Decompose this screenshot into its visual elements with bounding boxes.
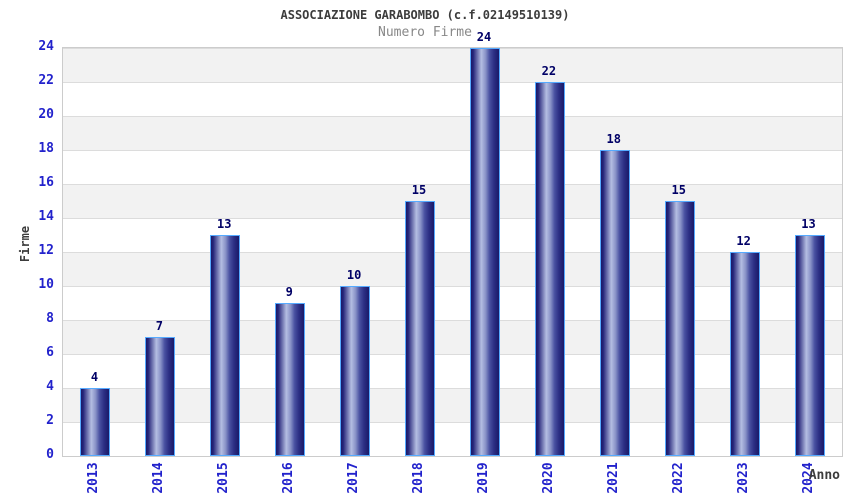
chart-title: ASSOCIAZIONE GARABOMBO (c.f.02149510139) — [280, 8, 570, 22]
bar-value-label-2017: 10 — [346, 268, 362, 282]
y-tick-10: 10 — [38, 277, 54, 292]
bar-value-label-2015: 13 — [217, 217, 232, 231]
bar-2013 — [80, 388, 111, 456]
bar-2018 — [405, 201, 436, 456]
x-tick-2019: 2019 — [475, 462, 491, 494]
y-tick-16: 16 — [38, 175, 54, 190]
bar-2015 — [210, 235, 241, 456]
bar-value-label-2014: 7 — [155, 319, 163, 333]
y-tick-4: 4 — [46, 379, 54, 394]
y-tick-2: 2 — [46, 413, 54, 428]
bar-2020 — [534, 82, 565, 456]
x-tick-2022: 2022 — [670, 462, 686, 494]
bar-value-label-2016: 9 — [285, 285, 293, 299]
bar-2014 — [145, 337, 176, 456]
plot-area — [62, 47, 843, 457]
bar-value-label-2023: 12 — [736, 234, 751, 248]
y-tick-0: 0 — [46, 447, 54, 462]
x-axis-title: Anno — [808, 468, 840, 483]
bar-value-label-2020: 22 — [541, 64, 557, 78]
y-tick-6: 6 — [46, 345, 54, 360]
y-tick-24: 24 — [38, 39, 54, 54]
x-tick-2017: 2017 — [346, 462, 362, 494]
x-tick-2021: 2021 — [605, 462, 621, 494]
bar-2016 — [275, 303, 306, 456]
x-tick-2014: 2014 — [151, 462, 167, 494]
y-tick-22: 22 — [38, 73, 54, 88]
chart-subtitle: Numero Firme — [378, 25, 472, 40]
x-tick-2018: 2018 — [411, 462, 427, 494]
bar-value-label-2019: 24 — [476, 30, 492, 44]
x-tick-2023: 2023 — [735, 462, 751, 494]
bar-value-label-2013: 4 — [90, 370, 99, 384]
bar-2022 — [664, 201, 695, 456]
bar-2017 — [340, 286, 371, 456]
y-tick-18: 18 — [38, 141, 54, 156]
bar-2023 — [729, 252, 760, 456]
x-tick-2016: 2016 — [281, 462, 297, 494]
y-tick-8: 8 — [46, 311, 54, 326]
bar-value-label-2018: 15 — [411, 183, 427, 197]
y-tick-14: 14 — [38, 209, 54, 224]
y-tick-12: 12 — [38, 243, 54, 258]
x-tick-2015: 2015 — [216, 462, 232, 494]
bar-2024 — [794, 235, 825, 456]
bar-2021 — [599, 150, 630, 456]
x-tick-2013: 2013 — [86, 462, 102, 494]
bar-value-label-2022: 15 — [671, 183, 686, 197]
bar-value-label-2024: 13 — [801, 217, 816, 231]
bar-value-label-2021: 18 — [606, 132, 621, 146]
y-tick-20: 20 — [38, 107, 54, 122]
x-tick-2020: 2020 — [540, 462, 556, 494]
bar-2019 — [469, 48, 500, 456]
